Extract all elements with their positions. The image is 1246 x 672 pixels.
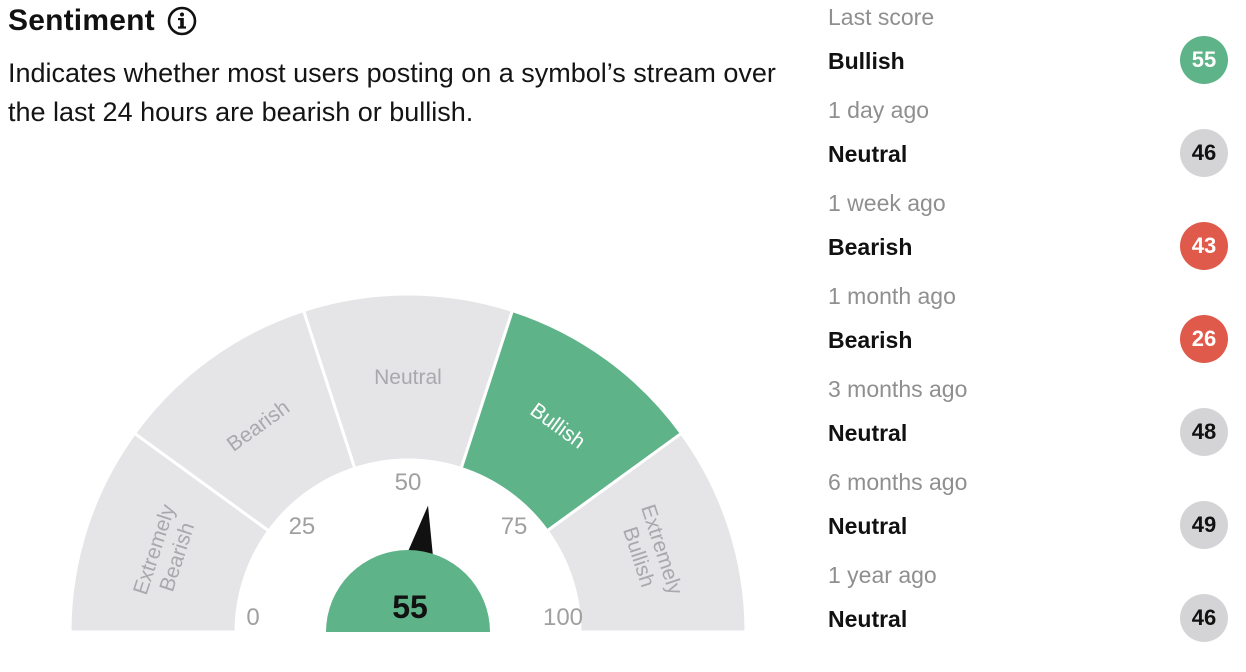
history-period-label: 6 months ago	[828, 469, 968, 495]
gauge-label-neutral: Neutral	[374, 366, 442, 389]
history-period-label: 1 month ago	[828, 283, 956, 309]
gauge-segment-extremely-bullish	[545, 431, 748, 634]
history-sentiment: Neutral	[828, 606, 908, 632]
history-sentiment: Neutral	[828, 420, 908, 446]
history-period-label: 3 months ago	[828, 376, 968, 402]
history-row: 1 month ago Bearish 26	[828, 279, 1228, 372]
history-row: 1 year ago Neutral 46	[828, 558, 1228, 651]
history-score-badge: 49	[1180, 501, 1228, 549]
sentiment-history-list: Last score Bullish 55 1 day ago Neutral 46 1 w…	[828, 0, 1228, 651]
gauge-tick-75: 75	[501, 513, 528, 540]
history-row: 1 day ago Neutral 46	[828, 93, 1228, 186]
gauge-needle	[407, 505, 433, 556]
sentiment-description: Indicates whether most users posting on …	[8, 58, 776, 127]
page-title: Sentiment	[8, 4, 155, 37]
gauge-value: 55	[392, 589, 428, 625]
history-row: 1 week ago Bearish 43	[828, 186, 1228, 279]
history-score-badge: 46	[1180, 594, 1228, 642]
history-row: 3 months ago Neutral 48	[828, 372, 1228, 465]
history-score-badge: 26	[1180, 315, 1228, 363]
history-sentiment: Bullish	[828, 48, 905, 74]
history-row: 6 months ago Neutral 49	[828, 465, 1228, 558]
history-score-badge: 43	[1180, 222, 1228, 270]
sentiment-gauge: ExtremelyBearishBearishNeutralBullishExt…	[68, 292, 748, 634]
gauge-tick-0: 0	[246, 604, 259, 631]
gauge-tick-50: 50	[395, 469, 422, 496]
history-sentiment: Bearish	[828, 234, 913, 260]
history-sentiment: Neutral	[828, 513, 908, 539]
history-score-badge: 46	[1180, 129, 1228, 177]
history-row: Last score Bullish 55	[828, 0, 1228, 93]
gauge-value-hub	[326, 550, 490, 632]
history-period-label: 1 year ago	[828, 562, 937, 588]
history-period-label: 1 week ago	[828, 190, 946, 216]
gauge-tick-100: 100	[543, 604, 583, 631]
page-title-row: Sentiment	[8, 4, 197, 38]
history-sentiment: Neutral	[828, 141, 908, 167]
history-score-badge: 48	[1180, 408, 1228, 456]
info-circle-icon[interactable]	[167, 6, 197, 36]
history-period-label: Last score	[828, 4, 935, 30]
history-sentiment: Bearish	[828, 327, 913, 353]
gauge-tick-25: 25	[289, 513, 316, 540]
history-period-label: 1 day ago	[828, 97, 930, 123]
history-score-badge: 55	[1180, 36, 1228, 84]
